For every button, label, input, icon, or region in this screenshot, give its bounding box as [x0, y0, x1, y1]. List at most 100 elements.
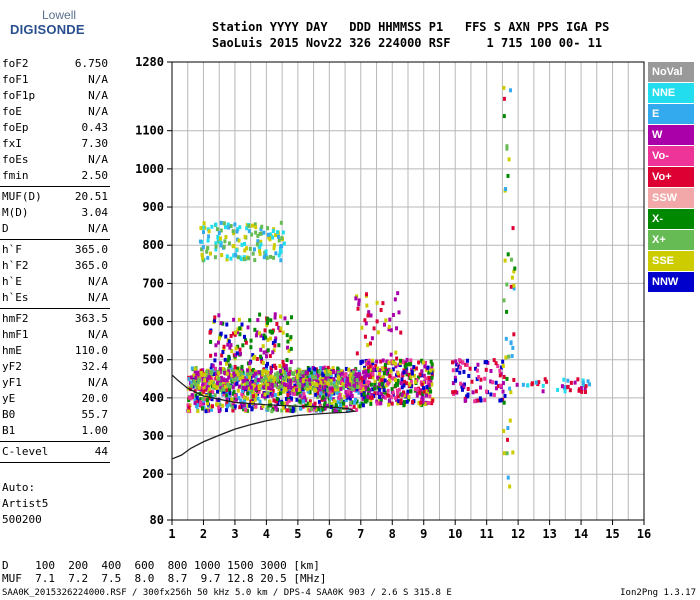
echo-point — [259, 239, 263, 244]
echo-point — [251, 397, 255, 402]
echo-point — [466, 386, 470, 391]
echo-point — [509, 341, 513, 346]
echo-point — [204, 373, 208, 378]
echo-point — [403, 393, 407, 398]
echo-point — [223, 381, 227, 386]
echo-point — [373, 386, 377, 391]
echo-point — [280, 408, 284, 413]
echo-point — [282, 370, 286, 375]
echo-point — [193, 389, 197, 394]
echo-point — [339, 408, 343, 413]
echo-point — [214, 222, 218, 227]
echo-point — [253, 258, 257, 263]
echo-point — [192, 378, 196, 383]
echo-point — [221, 350, 225, 355]
echo-point — [257, 383, 261, 388]
echo-point — [228, 384, 232, 389]
echo-point — [230, 349, 234, 354]
echo-point — [424, 360, 428, 365]
echo-point — [274, 365, 278, 370]
echo-point — [203, 372, 207, 377]
echo-point — [477, 375, 481, 380]
echo-point — [422, 386, 426, 391]
echo-point — [411, 400, 415, 405]
echo-point — [403, 365, 407, 370]
param-label: B0 — [2, 408, 16, 421]
echo-point — [340, 369, 344, 374]
echo-point — [221, 367, 225, 372]
legend-item: Vo- — [648, 146, 694, 166]
echo-point — [196, 409, 200, 414]
echo-point — [366, 343, 370, 348]
echo-point — [226, 222, 230, 227]
param-value: 365.0 — [74, 243, 108, 256]
echo-point — [358, 404, 362, 409]
echo-point — [336, 387, 340, 392]
echo-point — [258, 245, 262, 250]
echo-point — [389, 369, 393, 374]
param-value: 20.0 — [81, 392, 109, 405]
echo-point — [382, 386, 386, 391]
echo-point — [215, 375, 219, 380]
echo-point — [301, 373, 305, 378]
echo-point — [511, 345, 515, 350]
echo-point — [231, 331, 235, 336]
echo-point — [365, 362, 369, 367]
y-tick-label: 200 — [142, 467, 164, 481]
echo-point — [328, 389, 332, 394]
echo-point — [387, 393, 391, 398]
echo-point — [291, 371, 295, 376]
echo-point — [242, 395, 246, 400]
echo-point — [508, 484, 512, 489]
echo-point — [232, 371, 236, 376]
param-value: 6.750 — [74, 57, 108, 70]
echo-point — [295, 387, 299, 392]
echo-point — [188, 403, 192, 408]
echo-point — [358, 379, 362, 384]
echo-point — [279, 384, 283, 389]
echo-point — [393, 297, 397, 302]
echo-point — [584, 389, 588, 394]
echo-point — [430, 372, 434, 377]
y-tick-label: 1100 — [135, 124, 164, 138]
param-label: hmF1 — [2, 328, 29, 341]
echo-point — [332, 399, 336, 404]
echo-point — [279, 386, 283, 391]
echo-point — [318, 403, 322, 408]
echo-point — [190, 380, 194, 385]
echo-point — [190, 383, 194, 388]
echo-point — [298, 369, 302, 374]
echo-point — [427, 370, 431, 375]
echo-point — [239, 351, 243, 356]
echo-point — [502, 451, 506, 456]
x-tick-label: 16 — [637, 527, 651, 541]
echo-point — [261, 369, 265, 374]
echo-point — [280, 376, 284, 381]
echo-point — [311, 381, 315, 386]
echo-point — [308, 377, 312, 382]
echo-point — [314, 367, 318, 372]
echo-point — [349, 372, 353, 377]
echo-point — [225, 378, 229, 383]
echo-point — [397, 310, 401, 315]
echo-point — [206, 385, 210, 390]
echo-point — [463, 398, 467, 403]
echo-point — [252, 373, 256, 378]
echo-point — [295, 391, 299, 396]
echo-point — [206, 238, 210, 243]
echo-point — [259, 242, 263, 247]
echo-point — [334, 400, 338, 405]
echo-point — [224, 388, 228, 393]
file-footer: SAA0K_2015326224000.RSF / 300fx256h 50 k… — [2, 588, 452, 598]
echo-point — [396, 291, 400, 296]
echo-point — [193, 401, 197, 406]
echo-point — [360, 325, 364, 330]
param-label: yF2 — [2, 360, 22, 373]
echo-point — [534, 380, 538, 385]
echo-point — [380, 381, 384, 386]
echo-point — [248, 390, 252, 395]
echo-point — [269, 365, 273, 370]
echo-point — [268, 329, 272, 334]
echo-point — [323, 378, 327, 383]
echo-point — [502, 85, 506, 90]
